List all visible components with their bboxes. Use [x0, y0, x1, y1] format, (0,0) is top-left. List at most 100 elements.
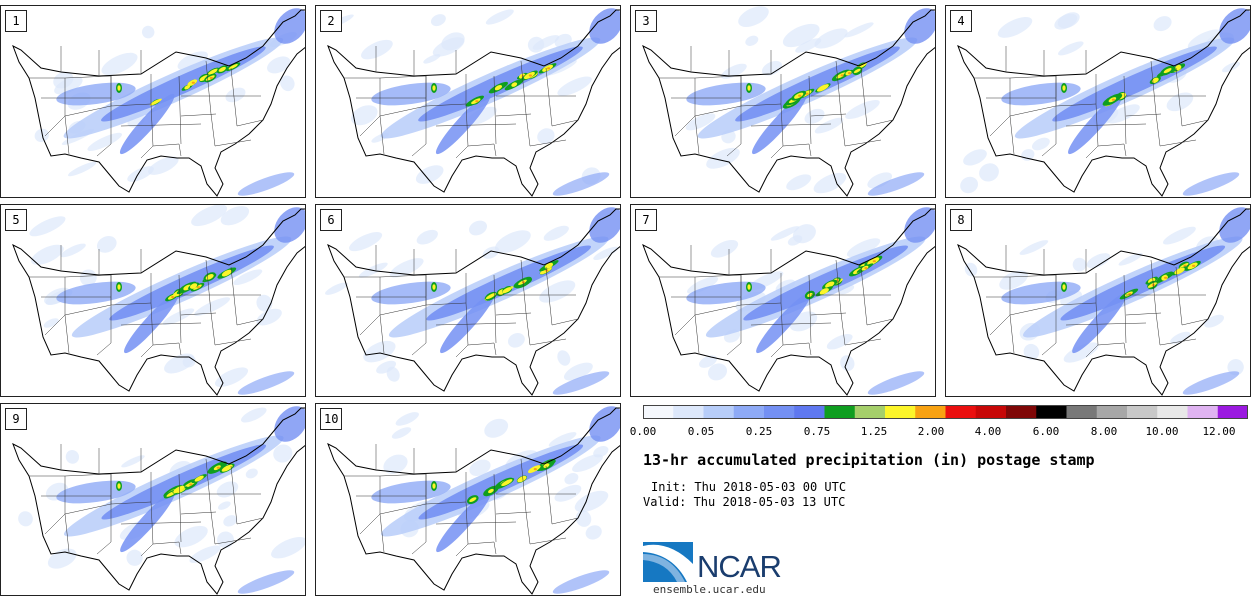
- coastline: [957, 9, 1250, 197]
- precip-blob: [1164, 276, 1168, 279]
- coastline: [957, 208, 1250, 396]
- precip-blob: [904, 207, 935, 243]
- state-border: [844, 139, 882, 147]
- precip-blob: [173, 485, 185, 494]
- precip-blob: [745, 35, 759, 46]
- coastline: [12, 407, 305, 595]
- precip-blob: [710, 239, 739, 258]
- colorbar-bin-18: [1187, 405, 1219, 419]
- precip-blob: [485, 293, 496, 300]
- precip-blob: [435, 93, 491, 155]
- colorbar-tick-8: 8.00: [1090, 425, 1118, 438]
- colorbar-border: [643, 405, 1248, 419]
- precip-blob: [223, 515, 238, 527]
- state-border: [551, 517, 579, 525]
- state-border: [180, 511, 217, 515]
- precip-blob: [699, 355, 717, 368]
- precip-blob: [124, 292, 179, 354]
- state-border: [435, 322, 517, 326]
- colorbar-bin-19: [1217, 405, 1248, 419]
- colorbar-bin-10: [945, 405, 977, 419]
- colorbar-tick-7: 6.00: [1032, 425, 1060, 438]
- precip-field: [325, 207, 620, 395]
- precip-blob: [1023, 343, 1040, 361]
- colorbar-tick-6: 4.00: [974, 425, 1002, 438]
- state-border: [120, 521, 202, 525]
- state-border: [659, 77, 696, 137]
- precip-blob: [517, 475, 527, 483]
- precip-map: [957, 8, 1250, 197]
- member-panel-5: 5: [0, 204, 306, 397]
- colorbar-bin-6: [824, 405, 856, 419]
- state-border: [1065, 123, 1147, 127]
- state-border: [467, 541, 497, 555]
- precip-blob: [847, 72, 852, 75]
- precip-blob: [1031, 137, 1050, 151]
- precip-blob: [217, 501, 231, 510]
- state-border: [782, 342, 812, 356]
- precip-blob: [162, 308, 195, 325]
- state-border: [29, 77, 66, 137]
- precip-blob: [557, 76, 592, 96]
- precip-blob: [557, 350, 571, 366]
- precip-blob: [1068, 93, 1123, 155]
- precip-blob: [117, 483, 121, 489]
- precip-blob: [475, 100, 479, 103]
- precip-blob: [361, 39, 393, 60]
- precip-blob: [440, 292, 495, 354]
- state-border: [1009, 115, 1015, 155]
- precip-blob: [182, 355, 196, 368]
- state-border: [379, 115, 385, 155]
- state-border: [214, 537, 252, 545]
- precip-blob: [552, 570, 610, 594]
- init-time: Init: Thu 2018-05-03 00 UTC: [651, 480, 847, 494]
- precip-blob: [395, 412, 419, 426]
- precip-blob: [1219, 8, 1250, 44]
- state-border: [152, 342, 182, 356]
- precip-blob: [56, 480, 136, 504]
- state-border: [230, 67, 238, 127]
- precip-blob: [191, 205, 228, 227]
- precip-blob: [18, 511, 33, 527]
- precip-blob: [117, 284, 121, 290]
- state-border: [810, 113, 847, 117]
- state-border: [411, 474, 427, 555]
- precip-blob: [376, 360, 397, 374]
- precip-blob: [199, 74, 209, 82]
- precip-blob: [119, 93, 175, 155]
- state-border: [866, 119, 894, 127]
- precip-blob: [707, 363, 728, 381]
- precip-blob: [174, 525, 208, 548]
- precip-map: [957, 207, 1250, 396]
- precip-blob: [721, 63, 747, 79]
- state-border: [495, 312, 532, 316]
- state-border: [529, 338, 567, 346]
- precip-blob: [351, 105, 378, 126]
- valid-time: Valid: Thu 2018-05-03 13 UTC: [643, 495, 846, 509]
- state-border: [810, 312, 847, 316]
- state-border: [726, 275, 742, 356]
- precip-blob: [1182, 172, 1240, 196]
- precip-blob: [432, 284, 436, 290]
- precip-blob: [756, 292, 811, 354]
- precip-blob: [349, 232, 383, 252]
- colorbar-bin-12: [1006, 405, 1037, 419]
- precip-blob: [1001, 82, 1081, 106]
- precip-blob: [469, 497, 477, 503]
- precip-blob: [872, 260, 876, 263]
- state-border: [495, 113, 532, 117]
- colorbar-tick-9: 10.00: [1145, 425, 1179, 438]
- precip-blob: [191, 81, 195, 84]
- member-number: 9: [5, 408, 27, 430]
- precip-blob: [218, 66, 226, 72]
- precip-blob: [511, 82, 518, 87]
- colorbar-bin-14: [1066, 405, 1098, 419]
- state-border: [1181, 318, 1209, 326]
- colorbar-bin-5: [794, 405, 825, 419]
- precip-blob: [196, 286, 201, 289]
- precip-map: [12, 8, 305, 197]
- precip-blob: [56, 281, 136, 305]
- precip-blob: [126, 549, 143, 566]
- precip-blob: [432, 37, 465, 57]
- precip-blob: [1182, 371, 1240, 395]
